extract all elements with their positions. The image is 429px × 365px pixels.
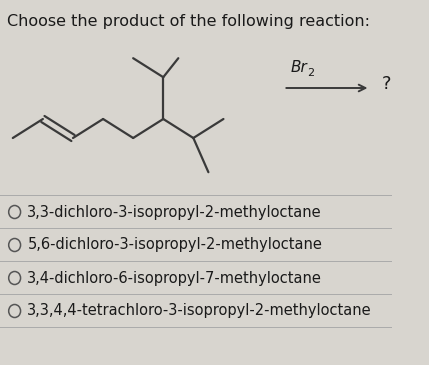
Text: 2: 2 [307, 68, 314, 78]
Text: Br: Br [291, 60, 308, 75]
Text: 5,6-dichloro-3-isopropyl-2-methyloctane: 5,6-dichloro-3-isopropyl-2-methyloctane [27, 238, 322, 253]
Text: Choose the product of the following reaction:: Choose the product of the following reac… [7, 14, 370, 29]
Text: 3,3-dichloro-3-isopropyl-2-methyloctane: 3,3-dichloro-3-isopropyl-2-methyloctane [27, 204, 322, 219]
Text: 3,3,4,4-tetrachloro-3-isopropyl-2-methyloctane: 3,3,4,4-tetrachloro-3-isopropyl-2-methyl… [27, 304, 372, 319]
Text: 3,4-dichloro-6-isopropyl-7-methyloctane: 3,4-dichloro-6-isopropyl-7-methyloctane [27, 270, 322, 285]
Text: ?: ? [382, 75, 392, 93]
